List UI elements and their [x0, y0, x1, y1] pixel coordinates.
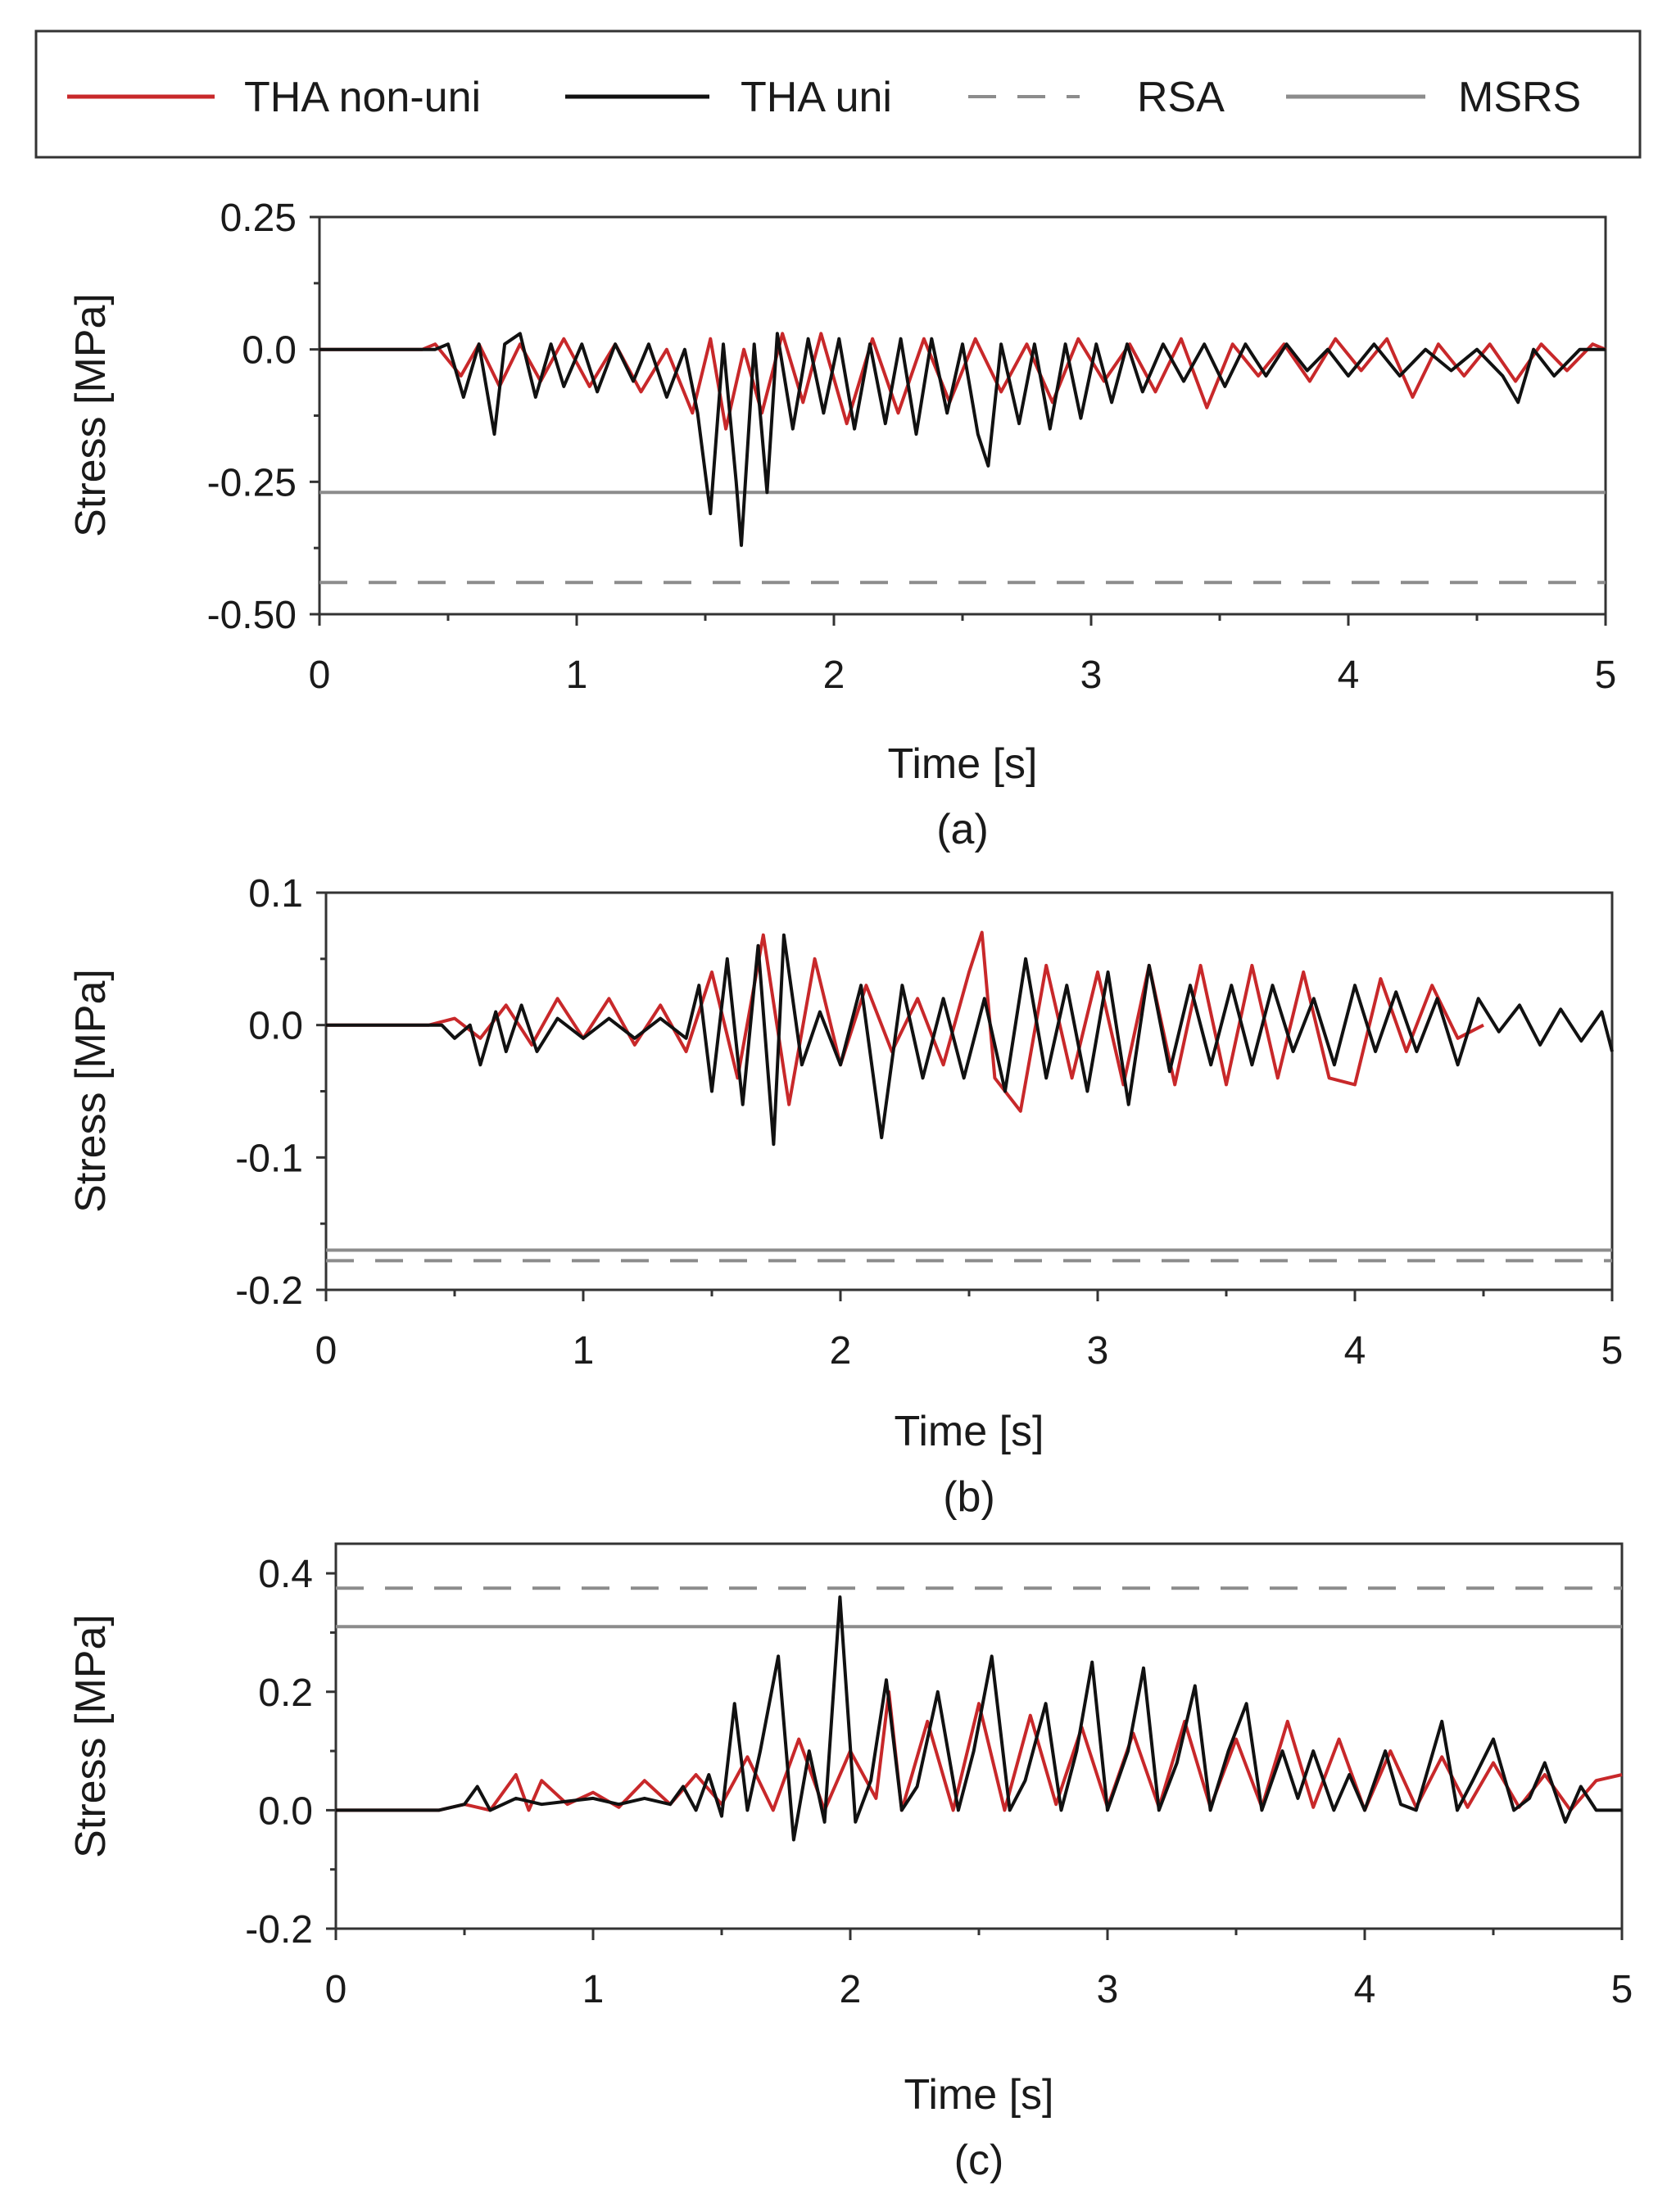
x-ticks: 0 1 2 3 4 5 — [309, 614, 1617, 697]
series-tha-non-uni — [319, 332, 1606, 431]
legend-box — [34, 29, 1642, 159]
x-tick-label: 0 — [325, 1968, 347, 2011]
x-tick-label: 3 — [1087, 1329, 1109, 1373]
y-axis-title: Stress [MPa] — [67, 969, 115, 1213]
caption-c: (c) — [954, 2137, 1004, 2184]
chart-b: 0.1 0.0 -0.1 -0.2 0 1 2 3 4 5 Stress [MPa] Time … — [67, 872, 1623, 1521]
series-tha-non-uni — [336, 1690, 1623, 1812]
x-tick-label: 1 — [566, 654, 588, 697]
x-tick-label: 4 — [1344, 1329, 1366, 1373]
y-tick-label: 0.1 — [248, 872, 303, 916]
x-tick-label: 4 — [1338, 654, 1360, 697]
legend-label-tha-uni: THA uni — [741, 74, 892, 121]
y-tick-label: -0.1 — [235, 1137, 303, 1180]
y-axis-title: Stress [MPa] — [67, 1614, 115, 1858]
x-tick-label: 2 — [840, 1968, 862, 2011]
plot-frame — [324, 891, 1614, 1291]
y-ticks: 0.4 0.2 0.0 -0.2 — [245, 1553, 336, 1952]
series-tha-uni — [326, 933, 1614, 1147]
legend-label-tha-non-uni: THA non-uni — [244, 74, 481, 121]
x-tick-label: 5 — [1601, 1329, 1624, 1373]
y-tick-label: 0.25 — [220, 197, 297, 240]
legend-label-rsa: RSA — [1137, 74, 1225, 121]
y-axis-title: Stress [MPa] — [67, 293, 115, 537]
series-tha-uni — [319, 332, 1606, 547]
y-tick-label: 0.0 — [242, 329, 297, 373]
y-ticks: 0.1 0.0 -0.1 -0.2 — [235, 872, 326, 1313]
series-tha-non-uni — [326, 930, 1484, 1113]
chart-c: 0.4 0.2 0.0 -0.2 0 1 2 3 4 5 Stress [MPa] Time [… — [67, 1542, 1633, 2184]
series-tha-uni — [336, 1595, 1622, 1842]
y-tick-label: 0.2 — [258, 1671, 313, 1715]
x-tick-label: 2 — [830, 1329, 852, 1373]
caption-a: (a) — [936, 806, 989, 853]
x-axis-title: Time [s] — [904, 2071, 1054, 2119]
x-tick-label: 1 — [573, 1329, 595, 1373]
y-tick-label: -0.2 — [235, 1269, 303, 1313]
x-tick-label: 0 — [309, 654, 331, 697]
y-tick-label: -0.2 — [245, 1908, 313, 1952]
chart-a: 0.25 0.0 -0.25 -0.50 0 1 2 3 4 5 Stress [MPa] Ti… — [67, 197, 1616, 853]
x-tick-label: 3 — [1097, 1968, 1119, 2011]
y-tick-label: 0.0 — [258, 1789, 313, 1833]
x-tick-label: 5 — [1595, 654, 1617, 697]
x-tick-label: 5 — [1611, 1968, 1633, 2011]
plot-frame — [318, 215, 1607, 616]
y-ticks: 0.25 0.0 -0.25 -0.50 — [207, 197, 319, 637]
plot-frame — [334, 1542, 1624, 1930]
x-tick-label: 0 — [315, 1329, 337, 1373]
x-axis-title: Time [s] — [888, 740, 1038, 788]
legend-label-msrs: MSRS — [1458, 74, 1581, 121]
legend: THA non-uni THA uni RSA MSRS — [34, 29, 1642, 159]
x-tick-label: 4 — [1354, 1968, 1376, 2011]
y-tick-label: -0.50 — [207, 594, 297, 637]
x-axis-title: Time [s] — [895, 1408, 1044, 1455]
x-tick-label: 2 — [823, 654, 845, 697]
y-tick-label: 0.4 — [258, 1553, 313, 1596]
x-ticks: 0 1 2 3 4 5 — [325, 1929, 1633, 2011]
x-tick-label: 1 — [582, 1968, 605, 2011]
x-tick-label: 3 — [1080, 654, 1103, 697]
y-tick-label: -0.25 — [207, 461, 297, 504]
y-tick-label: 0.0 — [248, 1005, 303, 1048]
x-ticks: 0 1 2 3 4 5 — [315, 1290, 1624, 1373]
caption-b: (b) — [943, 1473, 995, 1521]
